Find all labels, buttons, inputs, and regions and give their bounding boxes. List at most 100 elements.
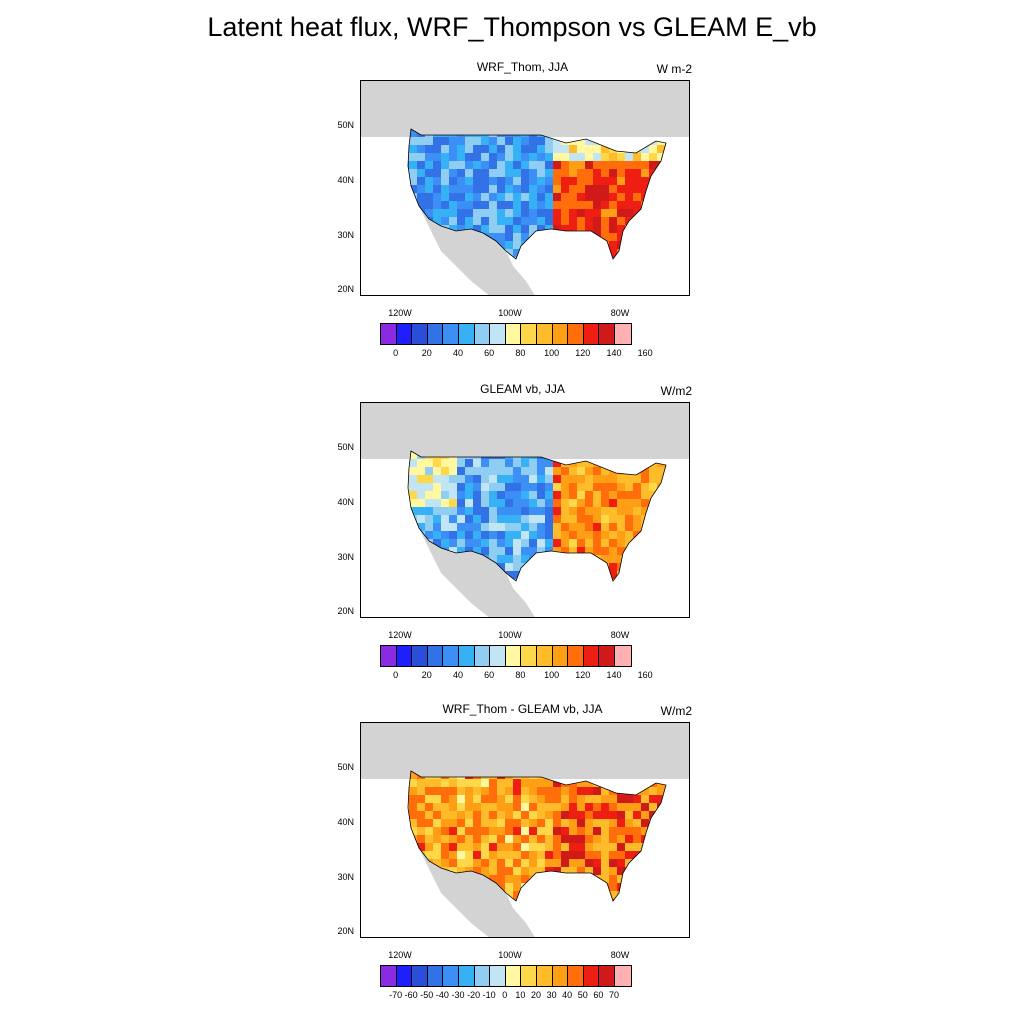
flux-cell bbox=[513, 787, 521, 795]
flux-cell bbox=[529, 499, 537, 507]
flux-cell bbox=[593, 531, 601, 539]
flux-cell bbox=[441, 491, 449, 499]
flux-cell bbox=[465, 499, 473, 507]
flux-cell bbox=[409, 185, 417, 193]
flux-cell bbox=[441, 193, 449, 201]
flux-cell bbox=[577, 859, 585, 867]
flux-cell bbox=[585, 531, 593, 539]
flux-cell bbox=[537, 209, 545, 217]
flux-cell bbox=[601, 851, 609, 859]
flux-cell bbox=[633, 499, 641, 507]
flux-cell bbox=[625, 193, 633, 201]
flux-cell bbox=[561, 499, 569, 507]
flux-cell bbox=[601, 787, 609, 795]
flux-cell bbox=[425, 795, 433, 803]
flux-cell bbox=[593, 193, 601, 201]
flux-cell bbox=[465, 193, 473, 201]
flux-cell bbox=[497, 867, 505, 875]
flux-cell bbox=[553, 867, 561, 875]
flux-cell bbox=[601, 507, 609, 515]
flux-cell bbox=[625, 843, 633, 851]
flux-cell bbox=[521, 169, 529, 177]
flux-cell bbox=[521, 867, 529, 875]
flux-cell bbox=[545, 169, 553, 177]
flux-cell bbox=[465, 475, 473, 483]
flux-cell bbox=[537, 201, 545, 209]
flux-cell bbox=[537, 523, 545, 531]
flux-cell bbox=[457, 819, 465, 827]
flux-cell bbox=[529, 843, 537, 851]
flux-cell bbox=[409, 507, 417, 515]
flux-cell bbox=[481, 803, 489, 811]
flux-cell bbox=[537, 531, 545, 539]
flux-cell bbox=[561, 217, 569, 225]
flux-cell bbox=[433, 507, 441, 515]
flux-cell bbox=[425, 137, 433, 145]
flux-cell bbox=[505, 459, 513, 467]
flux-cell bbox=[465, 153, 473, 161]
flux-cell bbox=[577, 209, 585, 217]
colorbar-swatch bbox=[505, 966, 522, 986]
flux-cell bbox=[481, 523, 489, 531]
flux-cell bbox=[537, 539, 545, 547]
flux-cell bbox=[545, 217, 553, 225]
flux-cell bbox=[601, 185, 609, 193]
flux-cell bbox=[609, 531, 617, 539]
land-mexico bbox=[419, 206, 535, 295]
flux-cell bbox=[433, 491, 441, 499]
colorbar-label: 60 bbox=[484, 670, 495, 680]
flux-cell bbox=[537, 491, 545, 499]
flux-cell bbox=[441, 859, 449, 867]
flux-cell bbox=[465, 827, 473, 835]
flux-cell bbox=[457, 539, 465, 547]
flux-cell bbox=[545, 161, 553, 169]
flux-cell bbox=[625, 169, 633, 177]
flux-cell bbox=[601, 177, 609, 185]
colorbar-label: 20 bbox=[421, 348, 432, 358]
lat-label-30n: 30N bbox=[337, 872, 354, 882]
flux-cell bbox=[545, 795, 553, 803]
flux-cell bbox=[609, 225, 617, 233]
colorbar-swatch bbox=[505, 646, 522, 666]
panel-gleam-vb: GLEAM vb, JJA W/m2 50N 40N 30N 20N 120W … bbox=[300, 382, 720, 702]
flux-cell bbox=[601, 483, 609, 491]
flux-cell bbox=[521, 185, 529, 193]
flux-cell bbox=[585, 467, 593, 475]
flux-cell bbox=[473, 185, 481, 193]
flux-cell bbox=[585, 499, 593, 507]
flux-cell bbox=[489, 803, 497, 811]
flux-cell bbox=[433, 787, 441, 795]
flux-cell bbox=[457, 201, 465, 209]
flux-cell bbox=[449, 547, 457, 555]
flux-cell bbox=[609, 539, 617, 547]
flux-cell bbox=[497, 499, 505, 507]
flux-cell bbox=[425, 819, 433, 827]
flux-cell bbox=[569, 193, 577, 201]
flux-cell bbox=[617, 507, 625, 515]
flux-cell bbox=[617, 185, 625, 193]
flux-cell bbox=[601, 193, 609, 201]
flux-cell bbox=[529, 483, 537, 491]
flux-cell bbox=[449, 851, 457, 859]
flux-cell bbox=[489, 161, 497, 169]
flux-cell bbox=[449, 867, 457, 875]
colorbar-swatch bbox=[458, 966, 475, 986]
colorbar-swatch bbox=[521, 966, 537, 986]
flux-cell bbox=[585, 201, 593, 209]
flux-cell bbox=[489, 875, 497, 883]
flux-cell bbox=[449, 475, 457, 483]
flux-cell bbox=[489, 835, 497, 843]
flux-cell bbox=[449, 843, 457, 851]
flux-cell bbox=[553, 827, 561, 835]
flux-cell bbox=[425, 483, 433, 491]
flux-cell bbox=[457, 217, 465, 225]
flux-cell bbox=[449, 499, 457, 507]
flux-cell bbox=[537, 795, 545, 803]
flux-cell bbox=[457, 225, 465, 233]
flux-cell bbox=[601, 531, 609, 539]
flux-cell bbox=[593, 803, 601, 811]
flux-cell bbox=[617, 193, 625, 201]
flux-cell bbox=[561, 483, 569, 491]
flux-cell bbox=[545, 819, 553, 827]
flux-cell bbox=[505, 547, 513, 555]
